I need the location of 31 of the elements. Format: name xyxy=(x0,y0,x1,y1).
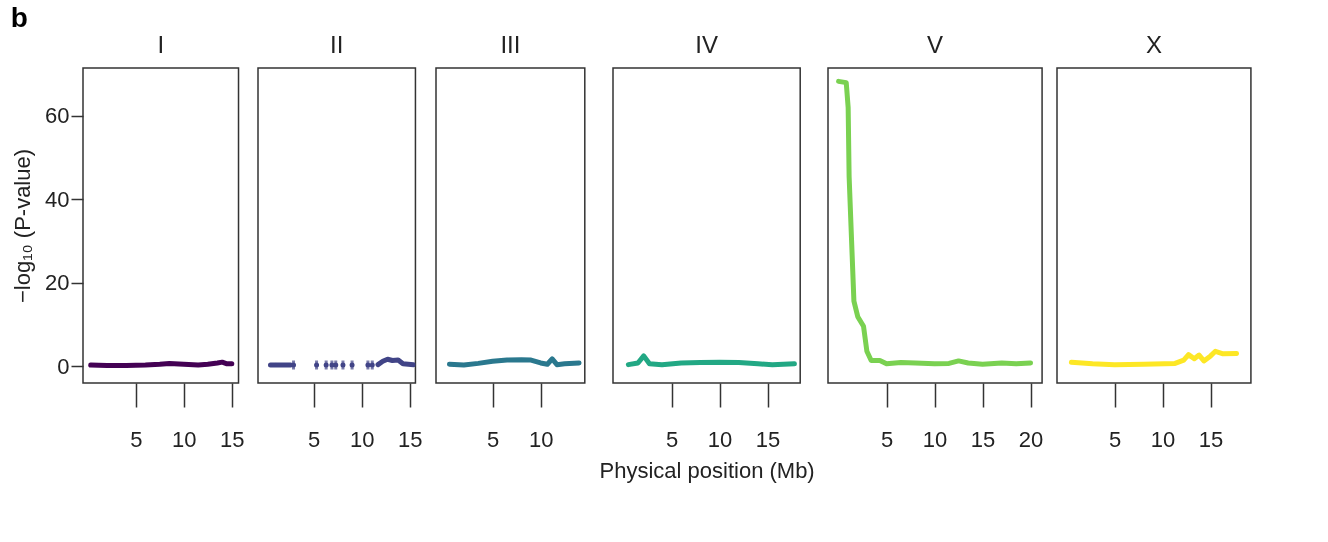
x-tick-label: 15 xyxy=(1198,426,1224,452)
chart-title: III xyxy=(500,31,521,58)
x-tick-label: 10 xyxy=(1150,426,1176,452)
x-tick-label: 5 xyxy=(130,426,143,452)
x-tick-label: 5 xyxy=(880,426,894,452)
x-tick-label: 10 xyxy=(172,426,197,452)
x-tick-label: 15 xyxy=(220,426,245,452)
x-tick-label: 20 xyxy=(1018,426,1044,452)
chart-title: X xyxy=(1145,31,1162,58)
text: b xyxy=(10,2,28,34)
y-tick-label: 0 xyxy=(57,353,70,379)
chart-title: V xyxy=(927,31,944,58)
x-tick-label: 10 xyxy=(707,426,733,452)
x-tick-label: 10 xyxy=(349,426,375,452)
x-tick-label: 5 xyxy=(308,426,321,452)
x-tick-label: 15 xyxy=(970,426,996,452)
x-tick-label: 10 xyxy=(528,426,554,452)
y-tick-label: 60 xyxy=(45,103,70,129)
chart-title: IV xyxy=(695,31,718,58)
x-axis-title: Physical position (Mb) xyxy=(599,457,815,483)
x-tick-label: 15 xyxy=(397,426,423,452)
x-tick-label: 15 xyxy=(755,426,781,452)
y-tick-label: 20 xyxy=(45,270,70,296)
y-tick-label: 40 xyxy=(45,186,70,212)
x-tick-label: 10 xyxy=(922,426,948,452)
x-tick-label: 5 xyxy=(487,426,500,452)
chart-title: I xyxy=(157,31,165,58)
x-tick-label: 5 xyxy=(665,426,679,452)
chart-title: II xyxy=(330,31,344,58)
y-axis-title: −log₁₀ (P-value) xyxy=(10,148,36,304)
x-tick-label: 5 xyxy=(1108,426,1122,452)
